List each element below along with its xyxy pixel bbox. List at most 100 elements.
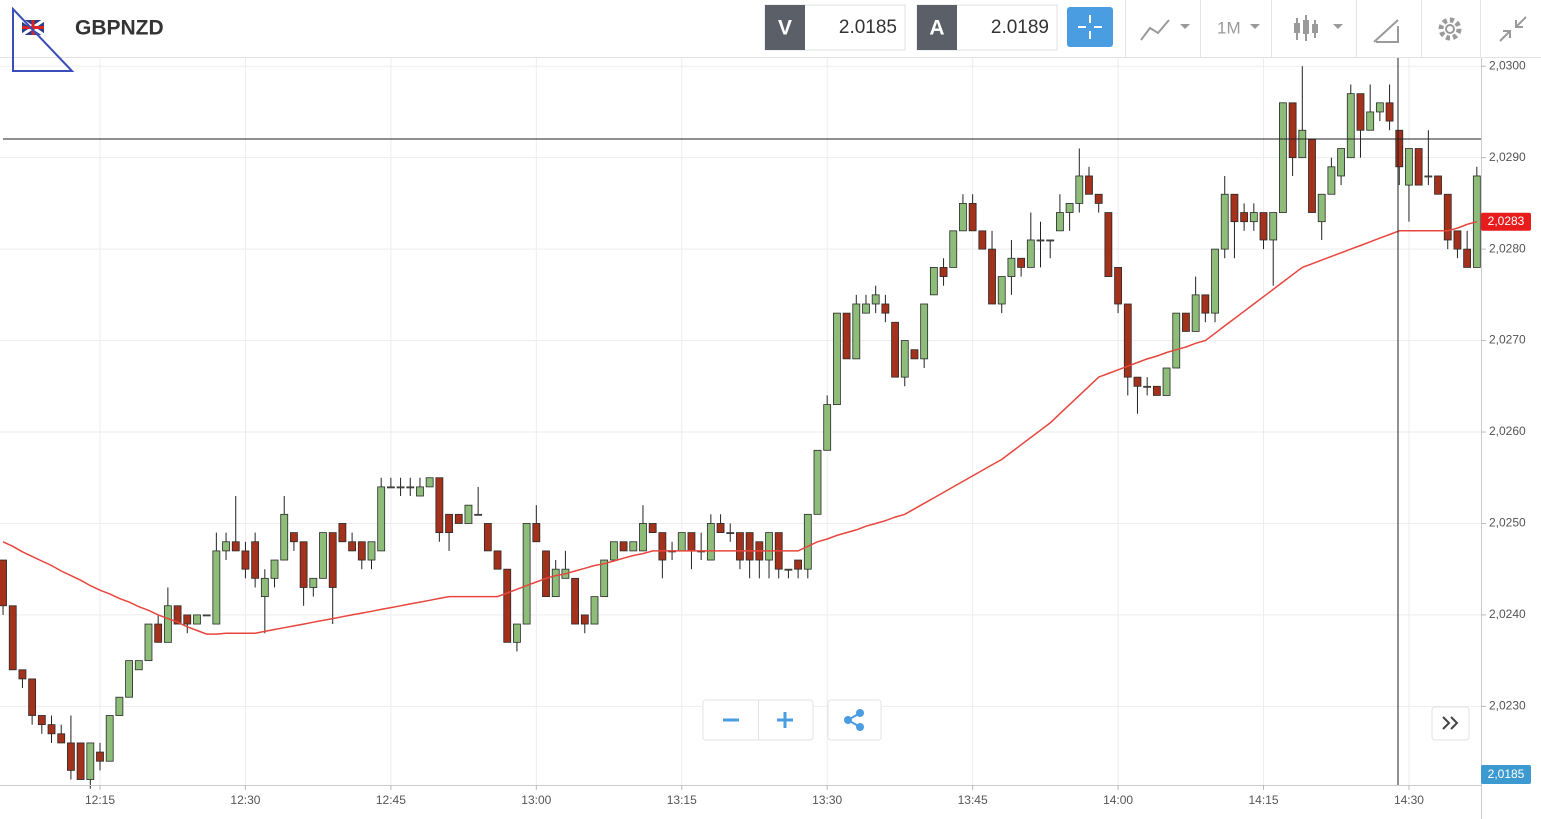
logo-triangle: [12, 6, 75, 72]
x-tick-label: 14:30: [1394, 793, 1424, 807]
settings-icon-core: [1445, 24, 1455, 34]
ask-tag: [917, 5, 957, 50]
candle-body: [231, 541, 240, 552]
x-tick-label: 13:45: [958, 793, 988, 807]
plot: [0, 66, 1481, 789]
candle-body: [105, 715, 114, 762]
candle-body: [163, 605, 172, 643]
candle-body: [687, 532, 696, 552]
candle-body: [1201, 294, 1210, 314]
candle-body: [1123, 303, 1132, 378]
x-tick-label: 14:15: [1249, 793, 1279, 807]
y-tick-label: 2,0270: [1489, 333, 1526, 347]
candle-body: [1288, 102, 1297, 159]
candle-body: [338, 523, 347, 543]
candle-body: [1385, 102, 1394, 122]
candle-body: [76, 742, 85, 780]
candle-body: [1308, 138, 1316, 213]
candle-body: [474, 513, 483, 516]
candle-body: [1085, 175, 1093, 195]
bid-price: 2.0185: [839, 17, 897, 38]
candle-body: [1327, 166, 1336, 195]
candle-body: [47, 724, 56, 735]
dropdown-arrow[interactable]: [1333, 24, 1343, 29]
zoom-in[interactable]: [777, 712, 793, 728]
bid-tag: [765, 5, 805, 50]
candle-body: [67, 742, 75, 771]
share-dot: [844, 716, 852, 724]
y-tick-label: 2,0300: [1489, 58, 1526, 72]
candle-body: [1395, 129, 1404, 168]
y-tick-label: 2,0230: [1489, 699, 1526, 713]
scroll-end-icon: [1442, 716, 1459, 730]
settings-icon[interactable]: [1438, 17, 1462, 41]
x-tick-label: 12:30: [230, 793, 260, 807]
chart-type-icon[interactable]: [1140, 19, 1170, 41]
candle-body: [939, 267, 948, 277]
candle-body: [241, 550, 250, 570]
candle-body: [0, 559, 7, 607]
candle-body: [1424, 175, 1433, 178]
scroll-end-button[interactable]: [1431, 706, 1470, 741]
candle-body: [716, 523, 725, 534]
candle-icon-body: [1294, 23, 1300, 33]
candle-body: [1230, 193, 1239, 223]
candle-body: [900, 340, 909, 378]
candle-body: [299, 541, 308, 588]
candle-body: [377, 486, 386, 552]
candle-body: [784, 568, 793, 571]
candle-body: [386, 486, 395, 489]
y-tick-label: 2,0250: [1489, 516, 1526, 530]
dropdown-arrow[interactable]: [1180, 24, 1190, 29]
candle-body: [290, 532, 298, 543]
crosshair-button[interactable]: [1067, 7, 1113, 47]
candle-body: [86, 742, 95, 780]
ask-price: 2.0189: [991, 17, 1049, 38]
candle-body: [832, 312, 841, 405]
candle-body: [280, 513, 289, 561]
ask-box[interactable]: A 2.0189: [916, 4, 1058, 51]
candle-body: [619, 541, 628, 552]
candle-body: [251, 541, 260, 579]
moving-average: [2, 220, 1478, 635]
candle-body: [396, 486, 405, 489]
candle-body: [726, 532, 735, 535]
candle-body: [532, 523, 541, 543]
candle-body: [309, 577, 318, 588]
candle-body: [1366, 111, 1375, 131]
candle-body: [1094, 193, 1103, 204]
candle-body: [1133, 376, 1142, 387]
draw-icon[interactable]: [1373, 19, 1399, 43]
y-tick-label: 2,0280: [1489, 241, 1526, 255]
dropdown-arrow[interactable]: [1250, 24, 1260, 29]
x-tick-label: 13:30: [812, 793, 842, 807]
candle-body: [862, 303, 870, 314]
candle-body: [18, 669, 27, 680]
candle-body: [348, 541, 356, 552]
candle-body: [125, 660, 133, 698]
candle-body: [677, 532, 686, 552]
candle-body: [1075, 175, 1084, 204]
candle-body: [706, 523, 715, 561]
candle-body: [1405, 148, 1413, 186]
candle-body: [891, 321, 899, 378]
candle-body: [37, 715, 46, 726]
cursor-price-label: 2,0185: [1488, 767, 1525, 781]
candle-body: [920, 303, 929, 360]
share-button[interactable]: [827, 699, 882, 741]
candle-body: [1065, 202, 1074, 213]
candle-body: [1017, 257, 1026, 268]
bid-box[interactable]: V 2.0185: [764, 4, 906, 51]
collapse-icon[interactable]: [1499, 16, 1527, 42]
x-tick-label: 14:00: [1103, 793, 1133, 807]
candle-body: [978, 230, 987, 250]
candle-body: [1279, 102, 1287, 213]
candle-body: [134, 660, 143, 671]
candle-body: [736, 532, 744, 561]
candle-body: [997, 276, 1006, 305]
candle-body: [871, 294, 880, 305]
timeframe[interactable]: 1M: [1217, 18, 1241, 37]
candle-body: [212, 550, 221, 625]
candle-body: [493, 550, 502, 570]
cursor-price-badge: [1481, 765, 1531, 784]
